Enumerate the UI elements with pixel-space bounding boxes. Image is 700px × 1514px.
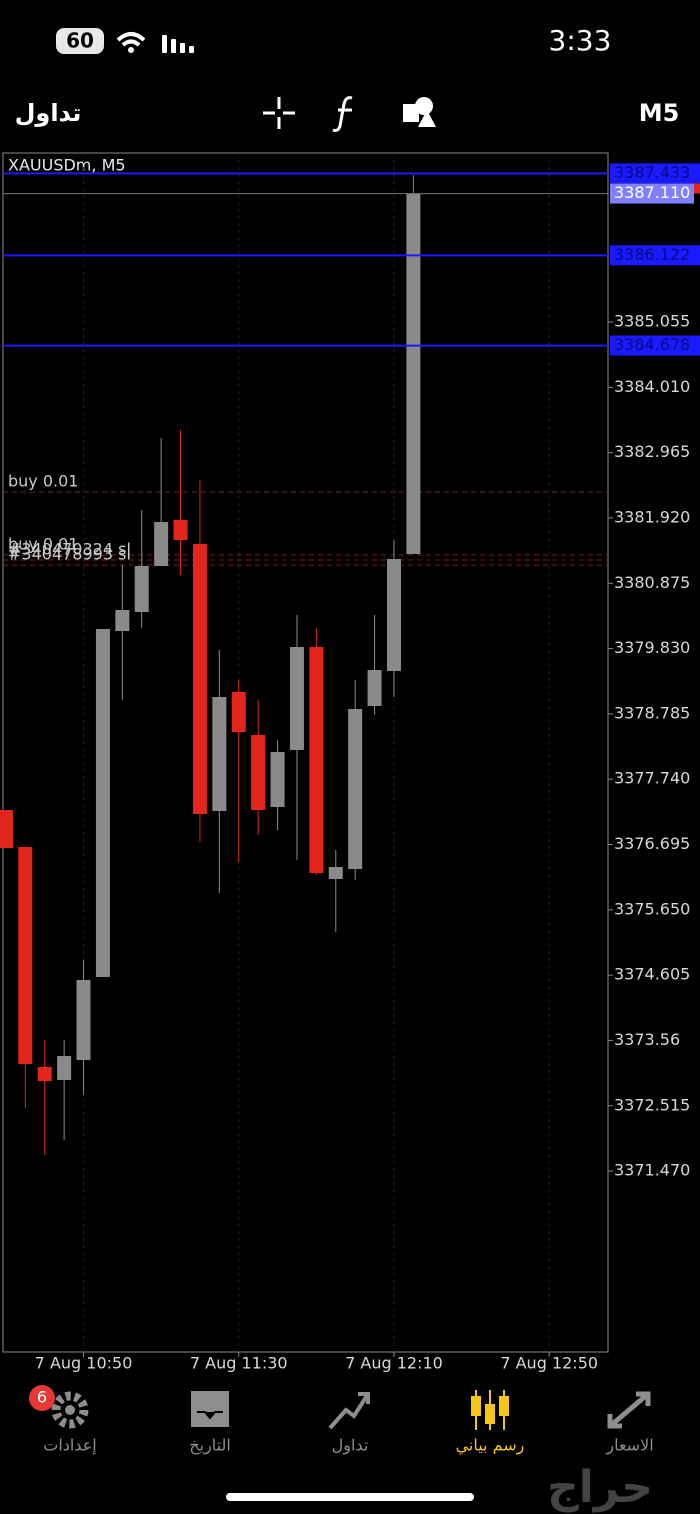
candle-body (251, 735, 266, 810)
toolbar-title[interactable]: تداول (15, 99, 82, 127)
chart: 3385.055 3384.010 3382.965 3381.920 3380.875… (0, 153, 700, 1373)
signal-icon (162, 35, 194, 53)
y-tick-label: 3371.470 (614, 1161, 690, 1180)
order-label: #340478993 sl (8, 545, 131, 564)
candle-body (192, 544, 207, 814)
current-price-marker (694, 183, 700, 194)
y-tick-label: 3377.740 (614, 769, 690, 788)
tab-icon[interactable] (485, 1404, 495, 1424)
y-tick-label: 3382.965 (614, 442, 690, 461)
tab-icon[interactable] (499, 1396, 509, 1416)
tab-label[interactable]: الاسعار (605, 1436, 653, 1456)
candle-body (406, 193, 421, 554)
y-tick-label: 3374.605 (614, 965, 690, 984)
x-tick-label: 7 Aug 11:30 (190, 1354, 288, 1373)
candle-body (231, 692, 246, 732)
timeframe[interactable]: M5 (639, 99, 680, 127)
candle-body (212, 697, 227, 811)
tab-icon[interactable] (471, 1396, 481, 1416)
order-label: #340470324 sl (8, 540, 131, 559)
chart-title: XAUUSDm, M5 (8, 156, 126, 175)
indicator-icon[interactable] (332, 96, 353, 132)
tab-icon[interactable] (607, 1391, 651, 1429)
order-label: buy 0.01 (8, 535, 78, 554)
y-tick-label: 3379.830 (614, 638, 690, 657)
candle-body (95, 629, 110, 977)
candle-body (270, 752, 285, 807)
order-label: buy 0.01 (8, 472, 78, 491)
home-indicator (226, 1493, 474, 1501)
wifi-icon (116, 32, 146, 47)
candle-body (386, 559, 401, 671)
current-price-tag (610, 183, 694, 204)
current-price-label: 3387.110 (614, 183, 690, 202)
y-tick-label: 3380.875 (614, 573, 690, 592)
price-tag (610, 335, 700, 356)
y-tick-label: 3372.515 (614, 1095, 690, 1114)
candle-body (173, 520, 188, 540)
tab-bar: إعدادات 6 التاريخ تداول رسم بياني الاسعار (29, 1385, 654, 1456)
badge-count: 6 (37, 1388, 47, 1407)
tab-icon[interactable] (51, 1391, 89, 1429)
objects-icon[interactable] (403, 97, 436, 127)
candle-body (154, 522, 169, 566)
tab-label[interactable]: التاريخ (189, 1436, 231, 1456)
price-tag (610, 163, 700, 184)
price-tag (610, 245, 700, 266)
y-tick-label: 3373.56 (614, 1030, 680, 1049)
price-tag-label: 3384.678 (614, 335, 690, 354)
tab-label[interactable]: تداول (332, 1436, 369, 1456)
battery-level: 60 (66, 29, 94, 53)
y-tick-label: 3375.650 (614, 899, 690, 918)
tab-label[interactable]: إعدادات (43, 1436, 96, 1455)
y-tick-label: 3384.010 (614, 377, 690, 396)
tab-label[interactable]: رسم بياني (456, 1436, 525, 1456)
clock: 3:33 (549, 24, 612, 57)
tab-icon[interactable] (65, 1405, 75, 1415)
candle-body (134, 566, 149, 612)
candle-body (328, 867, 343, 879)
y-tick-label: 3378.785 (614, 703, 690, 722)
price-tag-label: 3387.433 (614, 163, 690, 182)
tab-icon[interactable] (328, 1392, 370, 1430)
x-tick-label: 7 Aug 10:50 (35, 1354, 133, 1373)
candle-body (348, 709, 363, 869)
tab-icon[interactable] (189, 1389, 231, 1429)
candle-body (115, 610, 130, 631)
wifi-dot (128, 47, 134, 53)
x-tick-label: 7 Aug 12:10 (345, 1354, 443, 1373)
badge (29, 1385, 55, 1411)
candle-body (289, 647, 304, 750)
crosshair-icon[interactable] (263, 97, 295, 129)
candle-body (367, 670, 382, 706)
price-tag-label: 3386.122 (614, 245, 690, 264)
candle-body (76, 980, 91, 1060)
watermark: حراج (547, 1462, 653, 1513)
chart-frame (2, 152, 609, 1353)
candle-body (0, 810, 13, 848)
y-tick-label: 3381.920 (614, 507, 690, 526)
candle-body (37, 1067, 52, 1081)
candle-body (18, 847, 33, 1064)
battery (56, 28, 104, 54)
candle-body (309, 647, 324, 873)
y-tick-label: 3376.695 (614, 834, 690, 853)
candle-body (57, 1056, 72, 1080)
x-tick-label: 7 Aug 12:50 (500, 1354, 598, 1373)
y-tick-label: 3385.055 (614, 312, 690, 331)
